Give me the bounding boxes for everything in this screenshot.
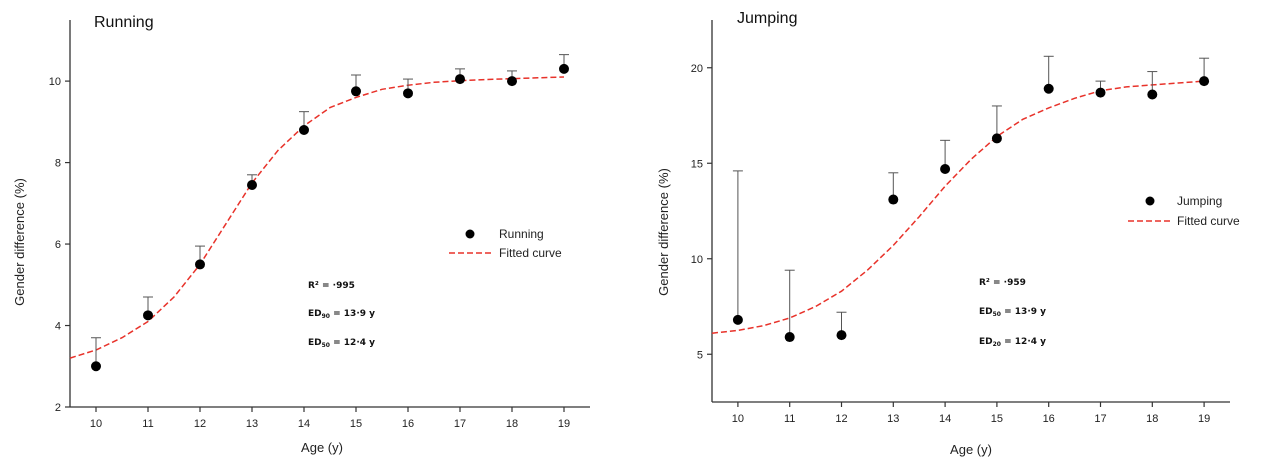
- jumping-data-point: [940, 163, 951, 174]
- running-chart-title: Running: [94, 14, 154, 31]
- running-data-point: [507, 76, 517, 87]
- jumping-data-point: [1043, 83, 1054, 94]
- running-data-point: [195, 259, 205, 270]
- jumping-x-tick-label: 12: [835, 413, 847, 425]
- jumping-data-point: [991, 133, 1002, 144]
- running-y-tick-label: 6: [55, 239, 61, 251]
- running-data-point: [403, 88, 413, 99]
- running-data-point: [91, 361, 101, 372]
- running-x-tick-label: 11: [142, 418, 153, 430]
- running-x-tick-label: 15: [350, 418, 362, 430]
- running-legend-curve-label: Fitted curve: [499, 246, 562, 260]
- jumping-ed-main-annotation: ED50 = 13·9 y: [979, 307, 1046, 318]
- running-y-tick-label: 10: [49, 76, 61, 88]
- running-x-tick-label: 14: [298, 418, 310, 430]
- running-y-tick-label: 4: [55, 321, 61, 333]
- running-data-point: [559, 63, 569, 74]
- jumping-x-tick-label: 11: [784, 413, 795, 425]
- running-x-tick-label: 10: [90, 418, 102, 430]
- jumping-chart: Jumping Age (y) Gender difference (%) R²…: [656, 10, 1240, 457]
- running-axes: 10 11 12 13 14 15 16 17 18 19 2 4 6 8 10: [49, 20, 590, 430]
- jumping-chart-title: Jumping: [737, 10, 797, 27]
- jumping-y-tick-label: 5: [697, 349, 703, 361]
- running-y-tick-label: 2: [55, 402, 61, 414]
- running-legend-marker: [465, 229, 475, 239]
- running-data-point: [455, 74, 465, 85]
- jumping-legend: Jumping Fitted curve: [1128, 194, 1240, 228]
- jumping-x-tick-label: 14: [939, 413, 951, 425]
- jumping-data-point: [1199, 76, 1210, 87]
- jumping-x-tick-label: 16: [1043, 413, 1055, 425]
- running-legend-points-label: Running: [499, 227, 544, 241]
- jumping-x-axis-label: Age (y): [950, 442, 992, 457]
- running-x-tick-label: 13: [246, 418, 258, 430]
- running-legend: Running Fitted curve: [449, 227, 562, 260]
- running-r2-annotation: R² = ·995: [308, 281, 355, 291]
- running-data-point: [143, 310, 153, 321]
- jumping-data-point: [784, 332, 795, 343]
- running-data-point: [351, 86, 361, 97]
- jumping-fitted-curve: [711, 80, 1205, 334]
- running-x-tick-label: 12: [194, 418, 206, 430]
- jumping-data-point: [836, 330, 847, 341]
- jumping-x-tick-label: 10: [732, 413, 744, 425]
- jumping-data-point: [888, 194, 899, 205]
- running-data-point: [247, 179, 257, 190]
- jumping-x-tick-label: 19: [1198, 413, 1210, 425]
- running-y-axis-label: Gender difference (%): [12, 178, 27, 306]
- jumping-legend-points-label: Jumping: [1177, 194, 1222, 208]
- jumping-x-tick-label: 17: [1094, 413, 1106, 425]
- jumping-legend-marker: [1145, 196, 1155, 206]
- running-x-axis-label: Age (y): [301, 440, 343, 455]
- jumping-y-tick-label: 15: [691, 158, 703, 170]
- running-x-tick-label: 19: [558, 418, 570, 430]
- jumping-data-point: [732, 314, 743, 325]
- running-x-tick-label: 16: [402, 418, 414, 430]
- jumping-axes: 10 11 12 13 14 15 16 17 18 19 5 10 15 20: [691, 20, 1230, 425]
- running-x-tick-label: 17: [454, 418, 466, 430]
- jumping-data-point: [1147, 89, 1158, 100]
- jumping-x-tick-label: 18: [1146, 413, 1158, 425]
- jumping-legend-curve-label: Fitted curve: [1177, 214, 1240, 228]
- running-x-tick-label: 18: [506, 418, 518, 430]
- running-chart: Running Age (y) Gender difference (%) R²…: [12, 14, 590, 455]
- running-y-tick-label: 8: [55, 158, 61, 170]
- jumping-data-point: [1095, 87, 1106, 98]
- running-ed-main-annotation: ED90 = 13·9 y: [308, 309, 375, 320]
- jumping-y-axis-label: Gender difference (%): [656, 168, 671, 296]
- jumping-x-tick-label: 13: [887, 413, 899, 425]
- jumping-x-tick-label: 15: [991, 413, 1003, 425]
- running-data-point: [299, 124, 309, 135]
- running-ed-second-annotation: ED50 = 12·4 y: [308, 338, 375, 349]
- jumping-y-tick-label: 10: [691, 254, 703, 266]
- jumping-r2-annotation: R² = ·959: [979, 278, 1026, 288]
- jumping-y-tick-label: 20: [691, 63, 703, 75]
- jumping-ed-second-annotation: ED20 = 12·4 y: [979, 337, 1046, 348]
